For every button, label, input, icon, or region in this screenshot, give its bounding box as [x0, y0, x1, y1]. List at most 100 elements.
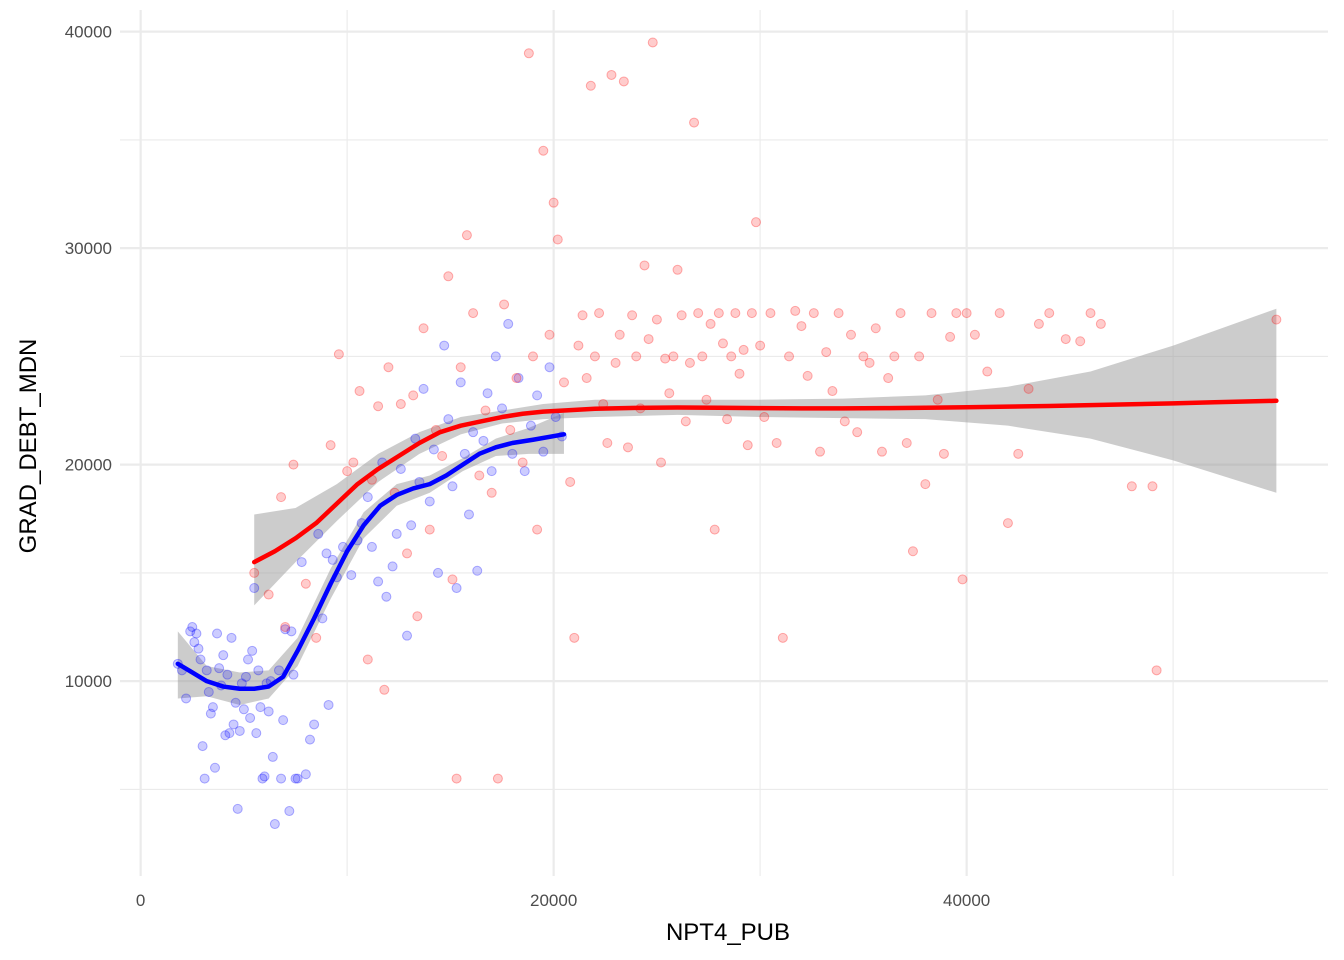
data-point-1 [664, 388, 675, 399]
data-point-0 [447, 481, 458, 492]
data-point-1 [730, 308, 741, 319]
data-point-0 [191, 628, 202, 639]
smooth-line-0 [175, 432, 567, 691]
data-point-0 [321, 548, 332, 559]
data-point-1 [486, 487, 497, 498]
data-point-1 [697, 351, 708, 362]
data-point-1 [499, 299, 510, 310]
data-point-1 [300, 578, 311, 589]
data-point-0 [203, 686, 214, 697]
data-point-1 [883, 373, 894, 384]
data-point-0 [197, 741, 208, 752]
data-point-1 [379, 684, 390, 695]
data-point-0 [199, 773, 210, 784]
data-point-1 [280, 622, 291, 633]
data-point-0 [240, 671, 251, 682]
data-point-0 [478, 435, 489, 446]
data-point-0 [276, 773, 287, 784]
data-point-0 [234, 725, 245, 736]
data-point-0 [290, 773, 301, 784]
data-point-1 [705, 318, 716, 329]
data-point-1 [647, 37, 658, 48]
data-point-1 [639, 260, 650, 271]
data-point-1 [689, 117, 700, 128]
y-tick-label: 20000 [65, 456, 112, 475]
data-point-1 [333, 349, 344, 360]
data-point-1 [771, 438, 782, 448]
data-point-1 [627, 310, 638, 321]
data-point-1 [938, 448, 949, 459]
data-point-1 [957, 574, 968, 585]
data-point-0 [463, 509, 474, 520]
data-point-1 [746, 308, 757, 319]
data-point-1 [602, 438, 613, 448]
data-point-1 [796, 321, 807, 332]
data-point-1 [538, 145, 549, 156]
data-point-0 [249, 583, 260, 594]
data-point-0 [395, 463, 406, 474]
data-point-0 [503, 318, 514, 329]
y-axis-title: GRAD_DEBT_MDN [15, 339, 42, 554]
data-point-1 [784, 351, 795, 362]
x-axis-ticks: 0 20000 40000 [136, 891, 990, 910]
data-point-1 [1002, 518, 1013, 529]
data-point-0 [280, 624, 291, 635]
data-point-1 [802, 370, 813, 381]
data-point-0 [251, 728, 262, 739]
data-point-1 [751, 217, 762, 228]
x-tick-label: 20000 [530, 891, 577, 910]
data-point-1 [726, 351, 737, 362]
data-point-1 [643, 334, 654, 345]
data-point-0 [286, 626, 297, 637]
data-point-0 [212, 628, 223, 639]
data-point-0 [304, 734, 315, 745]
y-tick-label: 10000 [65, 672, 112, 691]
data-point-1 [680, 416, 691, 427]
data-point-1 [402, 548, 413, 559]
data-point-1 [1126, 481, 1137, 492]
data-point-1 [622, 442, 633, 453]
data-point-0 [327, 554, 338, 565]
data-point-1 [668, 351, 679, 362]
data-point-0 [317, 613, 328, 624]
data-point-1 [759, 412, 770, 423]
data-point-0 [459, 448, 470, 459]
data-point-0 [185, 626, 196, 637]
data-point-1 [511, 373, 522, 384]
data-point-1 [858, 351, 869, 362]
data-point-0 [193, 643, 204, 654]
data-point-0 [189, 637, 200, 648]
data-point-0 [490, 351, 501, 362]
data-point-0 [209, 762, 220, 773]
data-point-1 [552, 234, 563, 245]
data-point-1 [693, 308, 704, 319]
data-point-1 [594, 308, 605, 319]
data-point-1 [734, 368, 745, 379]
y-tick-label: 30000 [65, 239, 112, 258]
data-point-1 [362, 654, 373, 665]
data-point-0 [257, 773, 268, 784]
data-point-1 [907, 546, 918, 557]
data-point-0 [482, 388, 493, 399]
data-point-0 [238, 704, 249, 715]
data-point-1 [709, 524, 720, 535]
data-point-1 [614, 329, 625, 340]
data-point-1 [1075, 336, 1086, 347]
data-point-0 [230, 697, 241, 708]
data-point-1 [548, 197, 559, 208]
data-point-1 [354, 386, 365, 397]
data-point-1 [492, 773, 503, 784]
data-point-1 [876, 446, 887, 457]
data-point-0 [455, 377, 466, 388]
data-point-1 [852, 427, 863, 438]
data-point-0 [255, 702, 266, 713]
y-tick-label: 40000 [65, 23, 112, 42]
data-point-1 [565, 476, 576, 487]
data-point-0 [278, 715, 289, 726]
data-point-0 [269, 819, 280, 830]
data-point-1 [701, 394, 712, 405]
data-point-0 [525, 420, 536, 431]
data-point-0 [228, 719, 239, 730]
data-point-1 [839, 416, 850, 427]
data-point-1 [672, 264, 683, 275]
